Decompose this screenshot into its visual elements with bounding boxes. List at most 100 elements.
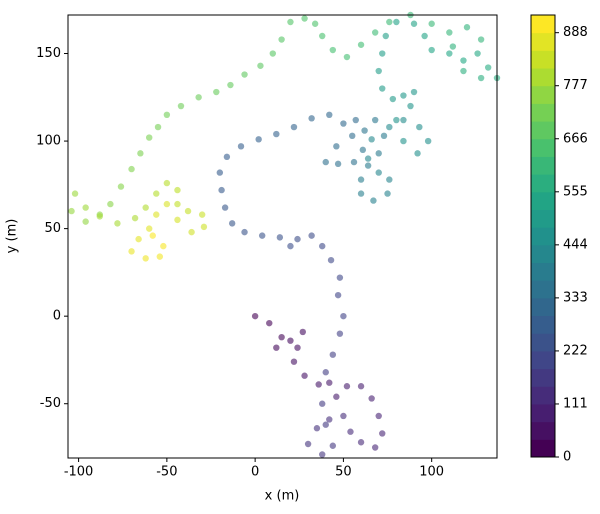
point (350, 158, 358, 166)
point (407, 102, 414, 110)
point (428, 20, 435, 27)
colorbar-tick-label: 555 (563, 184, 588, 199)
point (380, 132, 388, 140)
point (174, 200, 181, 208)
point (276, 234, 284, 241)
point (364, 162, 372, 169)
point (216, 169, 224, 176)
point (368, 136, 375, 143)
point (135, 235, 142, 243)
colorbar-tick-label: 333 (563, 290, 588, 305)
point (315, 381, 322, 388)
point (361, 127, 368, 134)
point (287, 18, 294, 26)
point (375, 169, 382, 176)
point (156, 253, 164, 260)
point (257, 62, 264, 69)
point (384, 190, 391, 197)
y-tick-label: 100 (36, 134, 61, 149)
point (301, 15, 308, 22)
point (304, 440, 312, 448)
point (308, 115, 315, 122)
point (340, 412, 347, 420)
point (142, 255, 149, 262)
colorbar-band (531, 386, 555, 405)
point (379, 85, 386, 92)
point (198, 211, 206, 218)
point (149, 232, 156, 239)
point (410, 20, 418, 27)
point (96, 213, 103, 220)
point (241, 71, 248, 78)
point (379, 430, 386, 437)
point (128, 165, 135, 173)
point (334, 160, 342, 168)
point (477, 74, 485, 82)
point (368, 395, 375, 402)
colorbar-tick-label: 777 (563, 78, 588, 93)
colorbar-band (531, 191, 555, 210)
colorbar-band (531, 174, 555, 193)
colorbar-band (531, 262, 555, 281)
point (329, 442, 337, 449)
point (474, 50, 481, 57)
point (357, 176, 365, 183)
point (200, 223, 208, 231)
point (393, 18, 400, 26)
point (287, 337, 294, 344)
point (400, 116, 407, 124)
point (174, 186, 181, 194)
point (477, 36, 485, 43)
point (371, 116, 379, 124)
colorbar-tick-label: 444 (563, 237, 588, 252)
x-tick-label: -50 (156, 465, 177, 480)
colorbar-band (531, 68, 555, 87)
point (322, 158, 329, 166)
point (359, 146, 367, 154)
point (357, 41, 365, 48)
colorbar-band (531, 103, 555, 122)
point (221, 204, 229, 211)
point (326, 416, 333, 423)
point (241, 228, 248, 236)
y-tick-label: 0 (53, 309, 61, 324)
point (258, 232, 266, 239)
point (117, 183, 125, 190)
y-tick-label: 150 (36, 46, 61, 61)
x-tick-label: 0 (251, 465, 259, 480)
point (163, 179, 171, 187)
colorbar-tick-label: 0 (563, 450, 571, 465)
point (386, 123, 393, 131)
point (294, 235, 301, 243)
point (349, 132, 356, 140)
point (329, 46, 337, 54)
point (218, 186, 225, 194)
point (319, 400, 326, 407)
x-tick-label: 50 (335, 465, 352, 480)
point (322, 369, 329, 376)
point (343, 53, 351, 61)
point (371, 29, 379, 36)
colorbar-tick-label: 222 (563, 343, 588, 358)
point (463, 24, 471, 31)
point (352, 116, 359, 124)
point (213, 88, 220, 96)
point (153, 190, 160, 197)
point (386, 18, 393, 26)
point (313, 425, 321, 432)
point (347, 428, 354, 435)
point (340, 312, 347, 320)
point (333, 393, 340, 400)
point (299, 328, 307, 336)
colorbar-band (531, 403, 555, 423)
point (319, 32, 326, 40)
point (319, 242, 326, 250)
colorbar-band (531, 209, 555, 228)
point (273, 130, 280, 138)
point (428, 46, 435, 54)
point (237, 143, 245, 150)
point (357, 190, 365, 197)
point (336, 274, 344, 281)
point (278, 36, 285, 43)
